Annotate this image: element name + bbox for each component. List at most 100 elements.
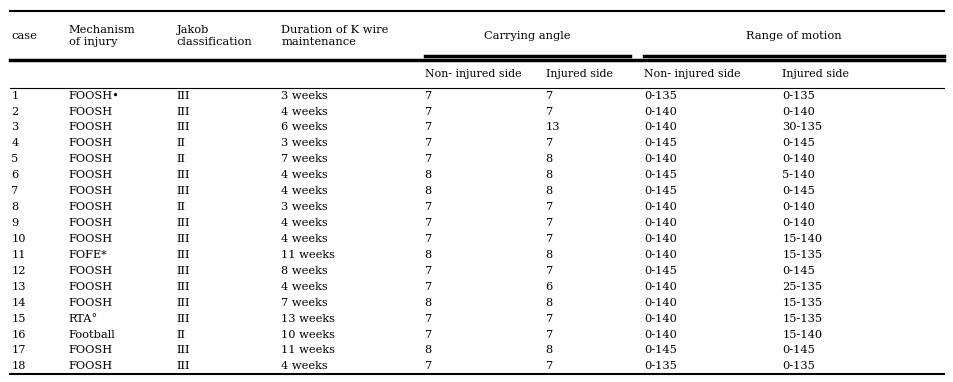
Text: 7: 7 [545,234,553,244]
Text: II: II [176,138,185,149]
Text: FOOSH: FOOSH [69,298,112,308]
Text: 7: 7 [424,123,432,133]
Text: 15-140: 15-140 [781,234,821,244]
Text: 0-135: 0-135 [643,361,676,371]
Text: Mechanism
of injury: Mechanism of injury [69,25,135,47]
Text: III: III [176,186,190,196]
Text: II: II [176,330,185,340]
Text: 7: 7 [424,218,432,228]
Text: II: II [176,202,185,212]
Text: 7: 7 [545,330,553,340]
Text: 0-140: 0-140 [781,154,814,164]
Text: 0-145: 0-145 [781,345,814,356]
Text: 0-145: 0-145 [643,345,676,356]
Text: Duration of K wire
maintenance: Duration of K wire maintenance [281,25,389,47]
Text: 12: 12 [11,266,26,276]
Text: 7: 7 [424,282,432,292]
Text: 25-135: 25-135 [781,282,821,292]
Text: 3 weeks: 3 weeks [281,202,328,212]
Text: Jakob
classification: Jakob classification [176,25,252,47]
Text: FOOSH: FOOSH [69,107,112,117]
Text: 0-145: 0-145 [643,186,676,196]
Text: 13: 13 [545,123,559,133]
Text: 8: 8 [424,250,432,260]
Text: 6: 6 [545,282,553,292]
Text: 7 weeks: 7 weeks [281,298,328,308]
Text: 10 weeks: 10 weeks [281,330,335,340]
Text: 0-145: 0-145 [643,266,676,276]
Text: 14: 14 [11,298,26,308]
Text: FOOSH•: FOOSH• [69,91,119,100]
Text: 13 weeks: 13 weeks [281,314,335,324]
Text: 15: 15 [11,314,26,324]
Text: Injured side: Injured side [545,69,612,79]
Text: 11 weeks: 11 weeks [281,250,335,260]
Text: 3: 3 [11,123,19,133]
Text: 8: 8 [545,170,553,180]
Text: III: III [176,250,190,260]
Text: 8: 8 [424,345,432,356]
Text: 8: 8 [424,170,432,180]
Text: 8: 8 [545,186,553,196]
Text: 0-145: 0-145 [781,138,814,149]
Text: 30-135: 30-135 [781,123,821,133]
Text: 7 weeks: 7 weeks [281,154,328,164]
Text: 4: 4 [11,138,19,149]
Text: 7: 7 [545,361,553,371]
Text: 0-140: 0-140 [781,107,814,117]
Text: 7: 7 [545,107,553,117]
Text: III: III [176,91,190,100]
Text: FOOSH: FOOSH [69,234,112,244]
Text: 0-145: 0-145 [781,266,814,276]
Text: 7: 7 [424,154,432,164]
Text: 13: 13 [11,282,26,292]
Text: 2: 2 [11,107,19,117]
Text: FOOSH: FOOSH [69,266,112,276]
Text: II: II [176,154,185,164]
Text: 7: 7 [424,314,432,324]
Text: III: III [176,345,190,356]
Text: 4 weeks: 4 weeks [281,361,328,371]
Text: 0-140: 0-140 [643,107,676,117]
Text: 0-135: 0-135 [781,91,814,100]
Text: 9: 9 [11,218,19,228]
Text: 7: 7 [424,361,432,371]
Text: 6 weeks: 6 weeks [281,123,328,133]
Text: 0-140: 0-140 [643,330,676,340]
Text: 0-140: 0-140 [643,250,676,260]
Text: Non- injured side: Non- injured side [424,69,520,79]
Text: FOFE*: FOFE* [69,250,108,260]
Text: III: III [176,123,190,133]
Text: III: III [176,298,190,308]
Text: 6: 6 [11,170,19,180]
Text: 7: 7 [545,266,553,276]
Text: case: case [11,31,37,41]
Text: 7: 7 [11,186,19,196]
Text: Football: Football [69,330,115,340]
Text: 0-145: 0-145 [643,138,676,149]
Text: 15-135: 15-135 [781,314,821,324]
Text: 3 weeks: 3 weeks [281,91,328,100]
Text: 0-140: 0-140 [643,154,676,164]
Text: 7: 7 [424,91,432,100]
Text: Range of motion: Range of motion [745,31,841,41]
Text: 8: 8 [424,298,432,308]
Text: 17: 17 [11,345,26,356]
Text: FOOSH: FOOSH [69,186,112,196]
Text: 4 weeks: 4 weeks [281,107,328,117]
Text: 7: 7 [424,330,432,340]
Text: 7: 7 [545,314,553,324]
Text: 0-145: 0-145 [643,170,676,180]
Text: 7: 7 [424,138,432,149]
Text: 7: 7 [424,202,432,212]
Text: 8: 8 [424,186,432,196]
Text: Carrying angle: Carrying angle [483,31,570,41]
Text: 8: 8 [545,298,553,308]
Text: FOOSH: FOOSH [69,345,112,356]
Text: 0-135: 0-135 [643,91,676,100]
Text: 7: 7 [424,266,432,276]
Text: FOOSH: FOOSH [69,123,112,133]
Text: 8: 8 [11,202,19,212]
Text: FOOSH: FOOSH [69,202,112,212]
Text: 7: 7 [424,107,432,117]
